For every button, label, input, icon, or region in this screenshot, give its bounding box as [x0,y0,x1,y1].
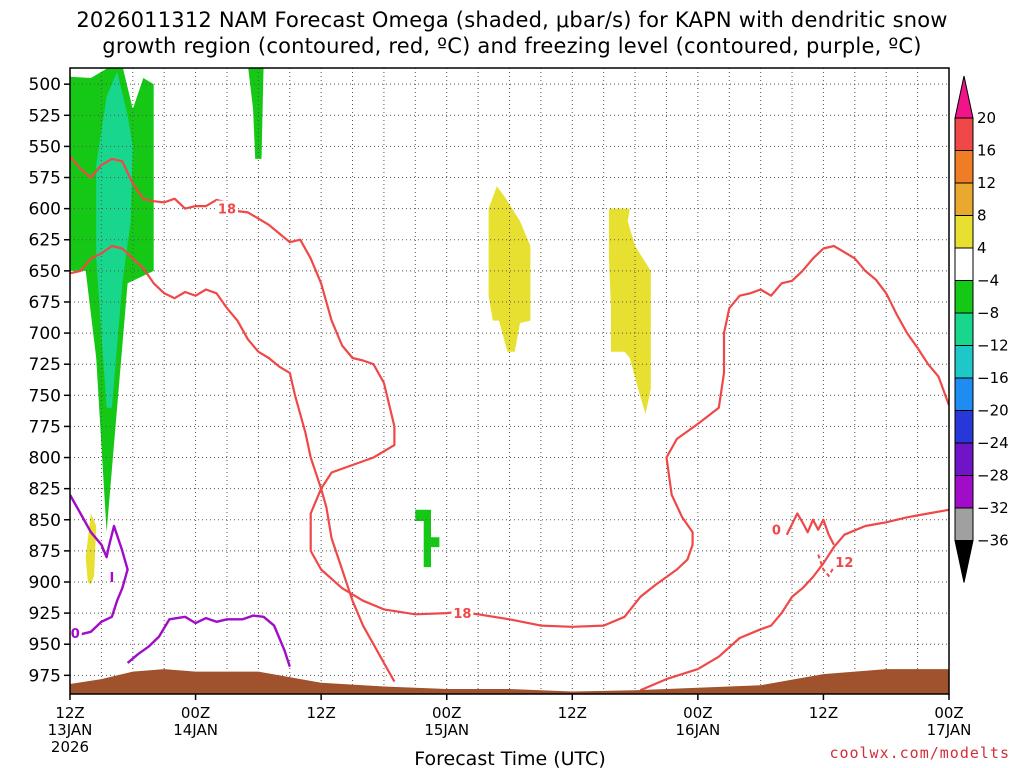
contour-label: 12 [835,556,853,571]
y-tick-label: 750 [29,386,61,406]
y-tick-label: 775 [29,417,61,437]
colorbar-label: 12 [977,174,996,192]
contour-label-bg [769,521,783,537]
contour-label: 0 [772,524,781,539]
y-tick-label: 500 [29,75,61,95]
credit-text: coolwx.com/modelts [829,744,1010,762]
colorbar-band [954,247,974,281]
contour-label: 18 [453,607,471,622]
x-tick-date-label: 16JAN [675,721,720,739]
colorbar-label: 4 [977,239,987,257]
colorbar-band [954,442,974,476]
x-axis-title: Forecast Time (UTC) [414,748,605,768]
colorbar-label: −24 [977,434,1009,452]
colorbar-band [954,345,974,379]
y-tick-label: 625 [29,231,61,251]
colorbar-label: −4 [977,272,999,290]
y-tick-label: 900 [29,573,61,593]
x-tick-label: 00Z [432,704,461,722]
x-tick-label: 12Z [809,704,838,722]
colorbar-label: −36 [977,532,1009,550]
red-contour-dgz-lower [70,244,396,683]
colorbar-label: −12 [977,337,1009,355]
omega-region-green-upper [248,68,264,159]
y-tick-label: 550 [29,137,61,157]
colorbar-band [954,410,974,444]
purple-contour-freezing-level-middle [126,614,291,667]
plot-frame [69,67,950,695]
colorbar-band [954,507,974,541]
colorbar-label: −32 [977,499,1009,517]
contour-label-bg [215,200,238,216]
colorbar-band [954,377,974,411]
x-tick-label: 00Z [181,704,210,722]
y-tick-label: 675 [29,293,61,313]
y-tick-label: 950 [29,635,61,655]
colorbar-top-arrow [954,75,974,119]
y-tick-label: 650 [29,262,61,282]
x-tick-label: 00Z [934,704,963,722]
colorbar-label: −8 [977,304,999,322]
contour-label-bg [833,554,856,570]
contour-labels: 18 18 0 0 12 [68,200,856,642]
colorbar-band [954,475,974,509]
colorbar-label: −16 [977,369,1009,387]
x-tick-year-label: 2026 [51,738,89,756]
contour-label-bg [451,605,474,621]
chart-title-line-1: 2026011312 NAM Forecast Omega (shaded, μ… [76,8,948,32]
colorbar-label: 16 [977,142,996,160]
terrain-surface [70,669,949,694]
y-tick-label: 525 [29,106,61,126]
red-contour-dgz-small-right [785,512,835,546]
colorbar-band [954,150,974,184]
colorbar-label: 8 [977,207,987,225]
x-tick-date-label: 13JAN [48,721,93,739]
y-tick-label: 825 [29,480,61,500]
colorbar-band [954,182,974,216]
y-tick-label: 700 [29,324,61,344]
colorbar-label: 20 [977,109,996,127]
omega-region-green-small [415,509,440,568]
x-tick-label: 12Z [558,704,587,722]
x-tick-label: 00Z [683,704,712,722]
colorbar-band [954,280,974,314]
colorbar-band [954,117,974,151]
y-tick-label: 975 [29,666,61,686]
colorbar-label: −28 [977,467,1009,485]
colorbar-bottom-arrow [954,540,974,583]
x-tick-label: 12Z [55,704,84,722]
contour-label-bg [68,625,82,641]
colorbar-band [954,312,974,346]
y-tick-label: 850 [29,511,61,531]
x-tick-date-label: 14JAN [173,721,218,739]
colorbar-label: −20 [977,402,1009,420]
y-tick-label: 800 [29,449,61,469]
y-tick-label: 725 [29,355,61,375]
red-contour-dgz-bottom-right [639,508,949,692]
colorbar-legend: 20 16 12 8 4 −4 −8 −12 −16 −20 −24 −28 −32 −36 [954,75,1009,583]
y-tick-label: 600 [29,200,61,220]
colorbar-band [954,215,974,249]
contour-label: 0 [71,627,80,642]
contour-label: 18 [218,203,236,218]
omega-region-yellow-left [85,513,97,585]
purple-contour-freezing-level-left [70,494,129,636]
y-axis: 500 525 550 575 600 625 650 675 700 725 750 775 800 8… [29,75,70,686]
y-tick-label: 875 [29,542,61,562]
y-tick-label: 575 [29,169,61,189]
y-tick-label: 925 [29,604,61,624]
chart-title-line-2: growth region (contoured, red, ºC) and f… [102,34,922,58]
x-tick-label: 12Z [306,704,335,722]
terrain-layer [70,669,949,694]
x-tick-date-label: 15JAN [424,721,469,739]
omega-region-yellow-right [608,208,651,414]
x-tick-date-label: 17JAN [927,721,972,739]
